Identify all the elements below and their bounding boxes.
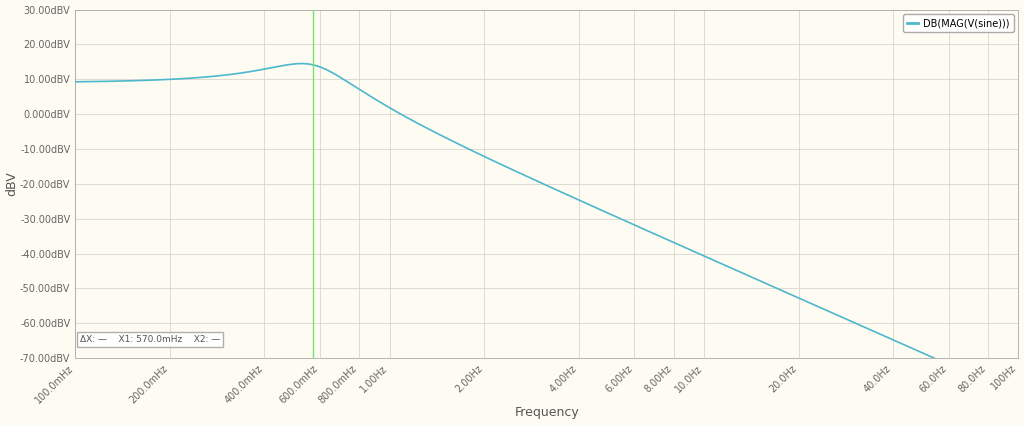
X-axis label: Frequency: Frequency bbox=[514, 406, 580, 419]
Y-axis label: dBV: dBV bbox=[5, 171, 18, 196]
Legend: DB(MAG(V(sine))): DB(MAG(V(sine))) bbox=[903, 14, 1014, 32]
Text: ΔX: —    X1: 570.0mHz    X2: —: ΔX: — X1: 570.0mHz X2: — bbox=[80, 335, 220, 344]
